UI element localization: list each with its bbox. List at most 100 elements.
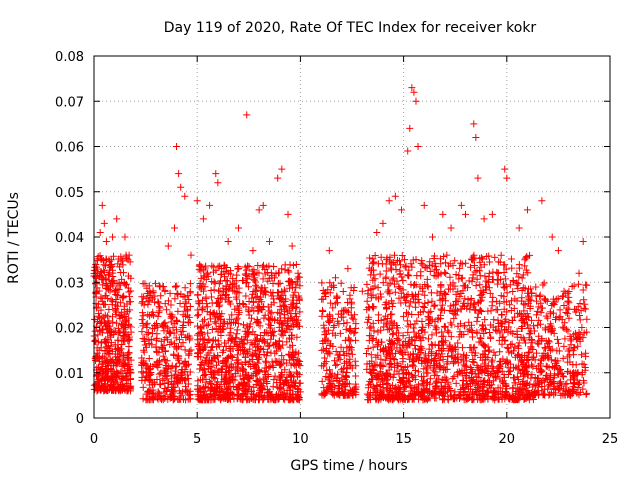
data-point (269, 295, 277, 303)
data-point (524, 349, 532, 357)
data-point (118, 257, 126, 265)
data-point (524, 370, 532, 378)
data-point (243, 275, 251, 283)
data-point (394, 256, 402, 264)
data-point (93, 349, 101, 357)
data-point (440, 306, 448, 314)
data-point (213, 299, 221, 307)
data-point (406, 320, 414, 328)
data-point (118, 375, 126, 383)
data-point (398, 273, 406, 281)
data-point (261, 339, 269, 347)
data-point (227, 352, 235, 360)
data-point (156, 380, 164, 388)
data-point (526, 392, 534, 400)
data-point (295, 379, 303, 387)
data-point (379, 219, 387, 227)
data-point (163, 387, 171, 395)
data-point (104, 294, 112, 302)
data-point (394, 389, 402, 397)
data-point (320, 384, 328, 392)
data-point (184, 395, 192, 403)
data-point (248, 372, 256, 380)
data-point (186, 368, 194, 376)
data-point (422, 365, 430, 373)
data-point (457, 201, 465, 209)
data-point (159, 352, 167, 360)
data-point (256, 351, 264, 359)
data-point (251, 396, 259, 404)
data-point (233, 330, 241, 338)
data-point (575, 311, 583, 319)
data-point (459, 287, 467, 295)
data-point (321, 354, 329, 362)
data-point (547, 327, 555, 335)
data-point (200, 322, 208, 330)
data-point (259, 275, 267, 283)
data-point (146, 381, 154, 389)
data-point (512, 389, 520, 397)
data-point (482, 283, 490, 291)
data-point (157, 337, 165, 345)
data-point (369, 319, 377, 327)
data-point (563, 380, 571, 388)
data-point (181, 293, 189, 301)
data-point (331, 372, 339, 380)
data-point (428, 331, 436, 339)
data-point (124, 330, 132, 338)
data-point (239, 339, 247, 347)
data-point (463, 304, 471, 312)
data-point (572, 329, 580, 337)
data-point (161, 347, 169, 355)
data-point (447, 387, 455, 395)
data-point (476, 306, 484, 314)
data-point (255, 269, 263, 277)
data-point (184, 307, 192, 315)
data-point (508, 340, 516, 348)
data-point (530, 390, 538, 398)
data-point (554, 370, 562, 378)
data-point (543, 351, 551, 359)
data-point (500, 391, 508, 399)
data-point (139, 312, 147, 320)
data-point (346, 325, 354, 333)
data-point (377, 355, 385, 363)
data-point (502, 315, 510, 323)
data-point (184, 291, 192, 299)
data-point (209, 392, 217, 400)
data-point (210, 309, 218, 317)
data-point (493, 297, 501, 305)
data-point (449, 347, 457, 355)
data-point (507, 297, 515, 305)
data-point (142, 321, 150, 329)
data-point (107, 339, 115, 347)
data-point (515, 273, 523, 281)
data-point (325, 247, 333, 255)
data-point (452, 290, 460, 298)
data-point (444, 327, 452, 335)
data-point (433, 289, 441, 297)
data-point (197, 324, 205, 332)
data-point (515, 264, 523, 272)
data-point (109, 359, 117, 367)
data-point (280, 286, 288, 294)
data-point (219, 346, 227, 354)
data-point (461, 295, 469, 303)
data-point (200, 366, 208, 374)
data-point (538, 197, 546, 205)
data-point (289, 296, 297, 304)
data-point (482, 286, 490, 294)
data-point (156, 283, 164, 291)
data-point (217, 386, 225, 394)
data-point (388, 324, 396, 332)
data-point (143, 388, 151, 396)
data-point (474, 313, 482, 321)
data-point (121, 313, 129, 321)
data-point (177, 395, 185, 403)
data-point (442, 290, 450, 298)
data-point (469, 368, 477, 376)
data-point (580, 304, 588, 312)
data-point (471, 299, 479, 307)
data-point (283, 338, 291, 346)
data-point (177, 328, 185, 336)
